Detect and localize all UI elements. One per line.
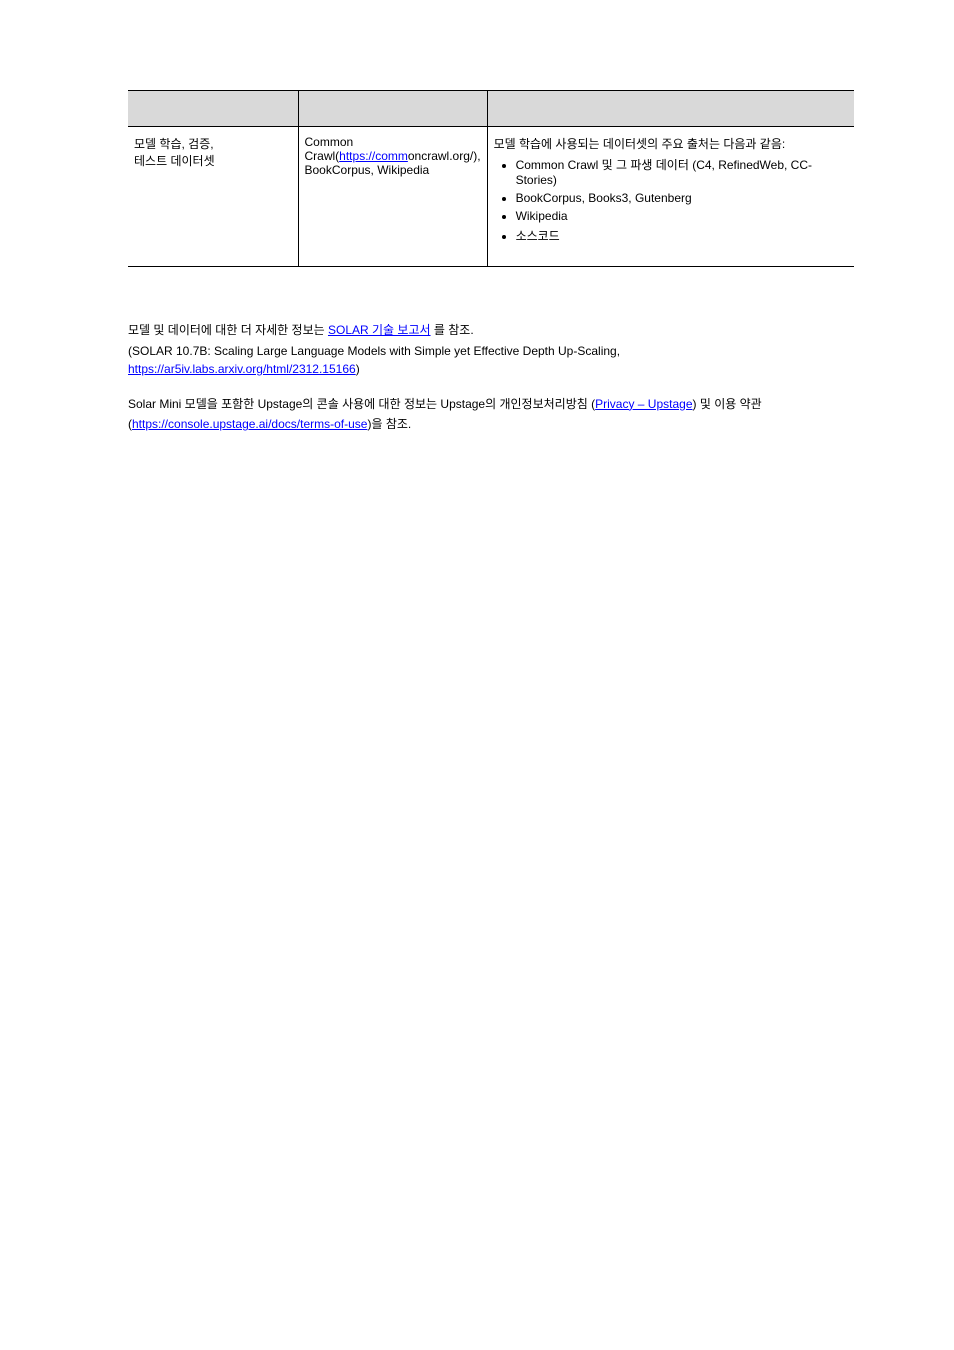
paren-close: ) — [356, 362, 360, 376]
upstage-privacy-link[interactable]: Privacy – Upstage — [595, 397, 692, 411]
sources-list: Common Crawl 및 그 파생 데이터 (C4, RefinedWeb,… — [494, 156, 848, 244]
page-content: 모델 학습, 검증, 테스트 데이터셋 Common Crawl(https:/… — [0, 0, 954, 434]
commoncrawl-link[interactable]: https://comm — [339, 149, 408, 163]
upstage-terms-link[interactable]: https://console.upstage.ai/docs/terms-of… — [132, 417, 367, 431]
terms-text-after: )을 참조. — [367, 417, 411, 431]
references-section: 모델 및 데이터에 대한 더 자세한 정보는 SOLAR 기술 보고서 를 참조… — [128, 321, 854, 434]
table-header-cell — [128, 91, 298, 127]
solar-report-link[interactable]: SOLAR 기술 보고서 — [328, 323, 431, 337]
arxiv-link[interactable]: https://ar5iv.labs.arxiv.org/html/2312.1… — [128, 362, 356, 376]
ref-text: 모델 및 데이터에 대한 더 자세한 정보는 — [128, 323, 328, 337]
sources-cell: Common Crawl(https://commoncrawl.org/), … — [298, 127, 487, 267]
table-header-row — [128, 91, 854, 127]
reference-paragraph: (SOLAR 10.7B: Scaling Large Language Mod… — [128, 342, 854, 379]
reference-paragraph: Solar Mini 모델을 포함한 Upstage의 콘솔 사용에 대한 정보… — [128, 395, 854, 414]
paper-title: (SOLAR 10.7B: Scaling Large Language Mod… — [128, 344, 620, 358]
description-intro: 모델 학습에 사용되는 데이터셋의 주요 출처는 다음과 같음: — [494, 137, 786, 151]
cell-text-line: 테스트 데이터셋 — [134, 154, 215, 168]
model-data-table: 모델 학습, 검증, 테스트 데이터셋 Common Crawl(https:/… — [128, 90, 854, 267]
table-header-cell — [487, 91, 854, 127]
description-cell: 모델 학습에 사용되는 데이터셋의 주요 출처는 다음과 같음: Common … — [487, 127, 854, 267]
reference-paragraph: 모델 및 데이터에 대한 더 자세한 정보는 SOLAR 기술 보고서 를 참조… — [128, 321, 854, 340]
list-item: 소스코드 — [516, 227, 848, 244]
table-header-cell — [298, 91, 487, 127]
cell-text-line: 모델 학습, 검증, — [134, 137, 214, 151]
list-item: Wikipedia — [516, 209, 848, 223]
privacy-text-after: ) 및 이용 약관 — [693, 397, 762, 411]
table-row: 모델 학습, 검증, 테스트 데이터셋 Common Crawl(https:/… — [128, 127, 854, 267]
reference-paragraph: (https://console.upstage.ai/docs/terms-o… — [128, 415, 854, 434]
dataset-label-cell: 모델 학습, 검증, 테스트 데이터셋 — [128, 127, 298, 267]
privacy-text-before: Solar Mini 모델을 포함한 Upstage의 콘솔 사용에 대한 정보… — [128, 397, 595, 411]
ref-text-after: 를 참조. — [431, 323, 474, 337]
list-item: Common Crawl 및 그 파생 데이터 (C4, RefinedWeb,… — [516, 156, 848, 187]
list-item: BookCorpus, Books3, Gutenberg — [516, 191, 848, 205]
